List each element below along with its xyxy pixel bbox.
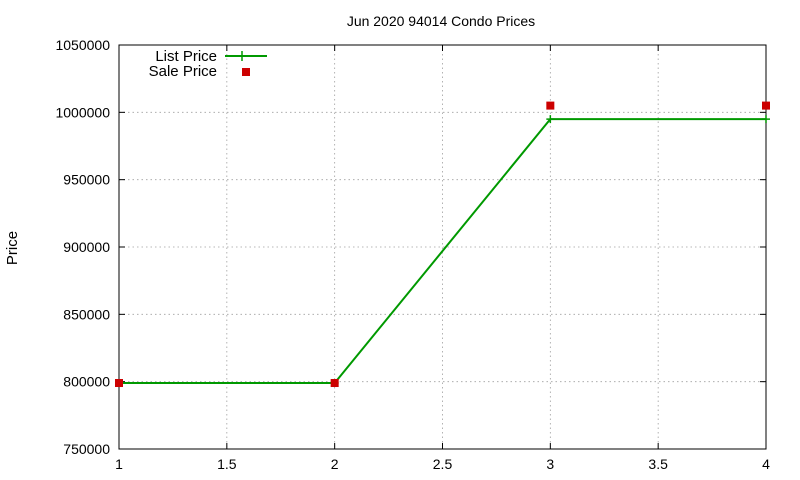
chart-title: Jun 2020 94014 Condo Prices — [347, 13, 535, 29]
series-layer — [115, 101, 770, 388]
series-line-list-price — [119, 118, 766, 385]
legend-marker-list-price — [237, 51, 247, 61]
x-tick-label: 3.5 — [648, 456, 668, 472]
legend: List Price Sale Price — [149, 48, 267, 80]
y-tick-label: 800000 — [63, 374, 110, 390]
y-tick-label: 750000 — [63, 441, 110, 457]
x-tick-label: 1.5 — [217, 456, 237, 472]
y-tick-label: 1050000 — [55, 37, 110, 53]
y-tick-label: 950000 — [63, 172, 110, 188]
list-price-point — [546, 115, 555, 124]
tick-layer: 1 1.5 2 2.5 3 3.5 4 750000 800000 850000 900000 950… — [55, 37, 770, 472]
sale-price-point — [546, 101, 555, 110]
y-tick-label: 900000 — [63, 239, 110, 255]
x-tick-label: 4 — [762, 456, 770, 472]
x-tick-label: 3 — [546, 456, 554, 472]
legend-label-list-price: List Price — [155, 48, 217, 65]
list-price-point — [762, 115, 770, 124]
x-tick-label: 1 — [115, 456, 123, 472]
sale-price-point — [762, 101, 770, 110]
y-axis-label: Price — [4, 231, 21, 265]
legend-marker-sale-price — [242, 68, 250, 76]
y-tick-label: 1000000 — [55, 104, 110, 120]
sale-price-point — [330, 379, 339, 388]
x-tick-label: 2 — [331, 456, 339, 472]
legend-label-sale-price: Sale Price — [149, 63, 217, 80]
sale-price-point — [115, 379, 123, 388]
grid-layer — [119, 45, 766, 449]
y-tick-label: 850000 — [63, 306, 110, 322]
x-tick-label: 2.5 — [433, 456, 453, 472]
